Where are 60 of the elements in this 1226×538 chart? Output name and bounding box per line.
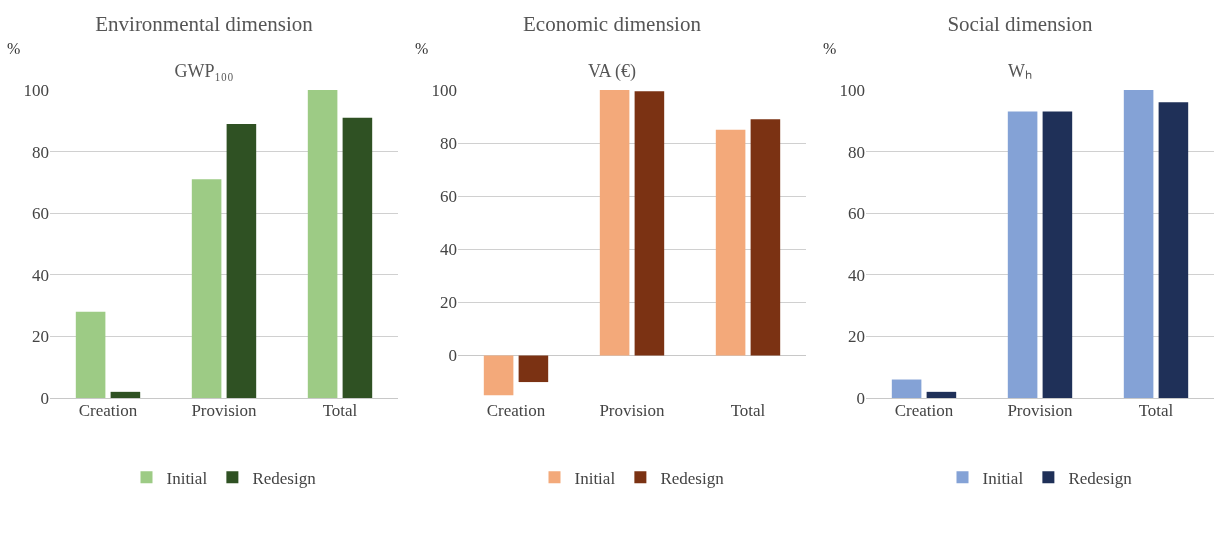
y-tick-label: 60 [440,187,457,207]
bar [1042,111,1073,398]
y-tick-label: 0 [448,346,457,366]
legend-label: Redesign [252,468,317,488]
x-tick-label: Provision [1007,401,1074,420]
y-tick-label: 80 [848,142,865,162]
x-tick-label: Creation [486,401,546,420]
bar [1158,102,1189,398]
x-tick-label: Total [322,401,358,420]
y-tick-label: 0 [856,388,865,408]
x-tick-label: Creation [78,401,138,420]
y-tick-label: 20 [440,293,457,313]
y-tick-label: 100 [839,80,865,100]
bar [110,391,141,398]
y-tick-label: 100 [431,80,457,100]
x-tick-label: Total [730,401,766,420]
chart-subtitle: VA (€) [587,61,637,83]
bar [307,90,338,398]
bar [226,123,257,398]
y-tick-label: 20 [848,327,865,347]
y-tick-label: 100 [23,80,49,100]
x-tick-label: Provision [191,401,258,420]
chart-title: Social dimension [947,11,1094,36]
y-tick-label: 40 [32,265,49,285]
y-tick-label: 20 [32,327,49,347]
chart-subtitle: GWP₁₀₀ [174,61,234,82]
bar [342,117,373,398]
bar [75,311,106,398]
chart-subtitle: Wₕ [1008,61,1032,82]
bar [599,90,630,356]
legend-label: Initial [982,468,1024,488]
legend-label: Initial [166,468,208,488]
bar [191,179,222,398]
chart-title: Environmental dimension [95,11,314,36]
y-axis-title: % [415,40,429,57]
x-tick-label: Provision [599,401,666,420]
x-tick-label: Creation [894,401,954,420]
bar [1123,90,1154,398]
bar [715,129,746,356]
y-tick-label: 80 [440,134,457,154]
bar [483,355,514,396]
chart-title: Economic dimension [523,11,702,36]
legend-label: Initial [574,468,616,488]
y-tick-label: 40 [848,265,865,285]
bar [891,379,922,398]
legend-label: Redesign [1068,468,1133,488]
bar [926,391,957,398]
legend-label: Redesign [660,468,725,488]
bar [518,355,549,383]
y-axis-title: % [7,40,21,57]
y-axis-title: % [823,40,837,57]
y-tick-label: 80 [32,142,49,162]
bar [1007,111,1038,398]
bar [634,91,665,356]
y-tick-label: 60 [848,204,865,224]
y-tick-label: 0 [40,388,49,408]
x-tick-label: Total [1138,401,1174,420]
bar [750,119,781,356]
y-tick-label: 40 [440,240,457,260]
y-tick-label: 60 [32,204,49,224]
